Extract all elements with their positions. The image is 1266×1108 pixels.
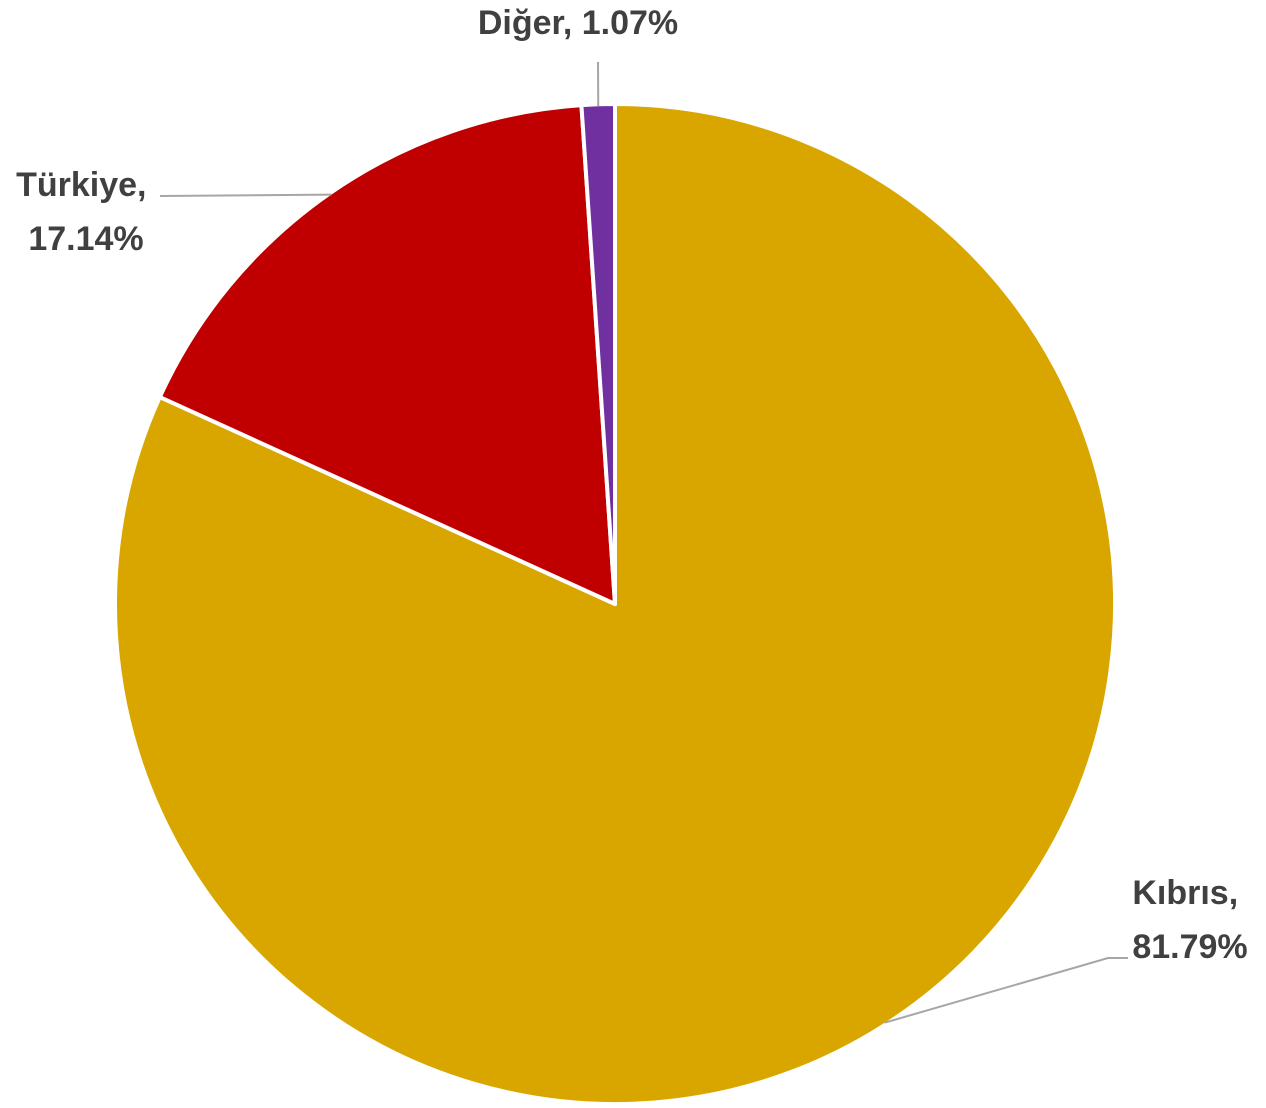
label-turkiye-value: 17.14% [28, 220, 143, 258]
leader-lines [159, 61, 1128, 1024]
pie-slices [113, 102, 1117, 1106]
data-labels: Kıbrıs, 81.79% Türkiye, 17.14% Diğer, 1.… [16, 4, 1248, 966]
label-diger: Diğer, 1.07% [478, 4, 678, 42]
leader-line-kibris [884, 957, 1128, 1024]
label-kibris-value: 81.79% [1132, 928, 1247, 966]
label-turkiye: Türkiye, 17.14% [16, 166, 156, 258]
label-kibris: Kıbrıs, 81.79% [1132, 874, 1247, 966]
label-kibris-name: Kıbrıs, [1132, 874, 1238, 912]
slice-turkiye [157, 103, 617, 606]
label-turkiye-name: Türkiye, [16, 166, 146, 204]
leader-line-turkiye [159, 193, 332, 197]
